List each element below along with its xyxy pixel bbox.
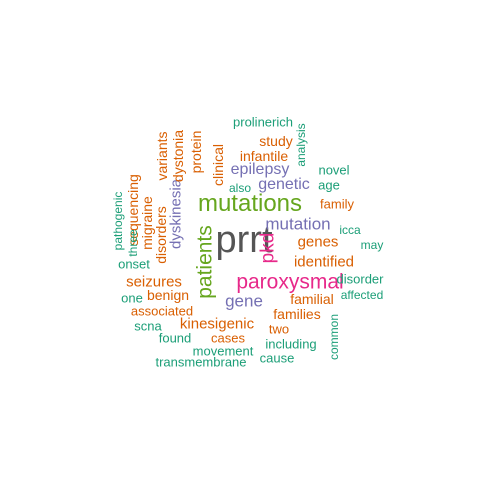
word-paroxysmal: paroxysmal: [236, 270, 344, 294]
word-epilepsy: epilepsy: [230, 161, 290, 178]
word-including: including: [265, 336, 317, 352]
word-three: three: [126, 229, 140, 257]
word-genetic: genetic: [258, 176, 310, 193]
word-onset: onset: [118, 256, 150, 272]
word-seizures: seizures: [126, 273, 182, 291]
word-also: also: [228, 181, 252, 195]
word-prrt: prrt: [215, 219, 273, 261]
word-found: found: [158, 330, 192, 346]
word-gene: gene: [225, 291, 263, 311]
word-families: families: [273, 306, 321, 322]
word-disorder: disorder: [336, 271, 384, 287]
word-cases: cases: [211, 330, 245, 346]
word-scna: scna: [134, 318, 162, 334]
word-dyskinesia: dyskinesia: [167, 178, 185, 250]
word-identified: identified: [293, 253, 355, 271]
word-cause: cause: [259, 350, 295, 366]
word-migraine: migraine: [139, 196, 155, 250]
word-family: family: [320, 196, 354, 212]
word-movement: movement: [192, 343, 254, 359]
word-two: two: [268, 321, 290, 337]
word-mutation: mutation: [265, 214, 331, 234]
word-pathogenic: pathogenic: [111, 191, 125, 251]
word-one: one: [121, 290, 143, 306]
word-pkd: pkd: [257, 232, 279, 264]
word-infantile: infantile: [239, 148, 289, 164]
word-kinesigenic: kinesigenic: [179, 315, 255, 333]
word-dystonia: dystonia: [170, 129, 186, 183]
word-analysis: analysis: [294, 123, 308, 167]
word-patients: patients: [193, 225, 217, 299]
word-clinical: clinical: [210, 143, 226, 187]
word-familial: familial: [290, 291, 334, 307]
word-prolinerich: prolinerich: [233, 114, 293, 130]
word-mutations: mutations: [197, 190, 303, 217]
word-associated: associated: [130, 303, 194, 319]
word-genes: genes: [297, 233, 339, 251]
word-icca: icca: [339, 223, 361, 237]
word-transmembrane: transmembrane: [155, 354, 247, 370]
word-benign: benign: [146, 287, 190, 303]
word-common: common: [327, 313, 341, 361]
word-age: age: [318, 177, 340, 193]
word-disorders: disorders: [153, 206, 169, 264]
word-affected: affected: [340, 288, 384, 302]
word-study: study: [259, 133, 293, 149]
word-novel: novel: [318, 162, 350, 178]
word-variants: variants: [154, 131, 170, 181]
word-may: may: [360, 238, 384, 252]
word-protein: protein: [188, 130, 204, 174]
